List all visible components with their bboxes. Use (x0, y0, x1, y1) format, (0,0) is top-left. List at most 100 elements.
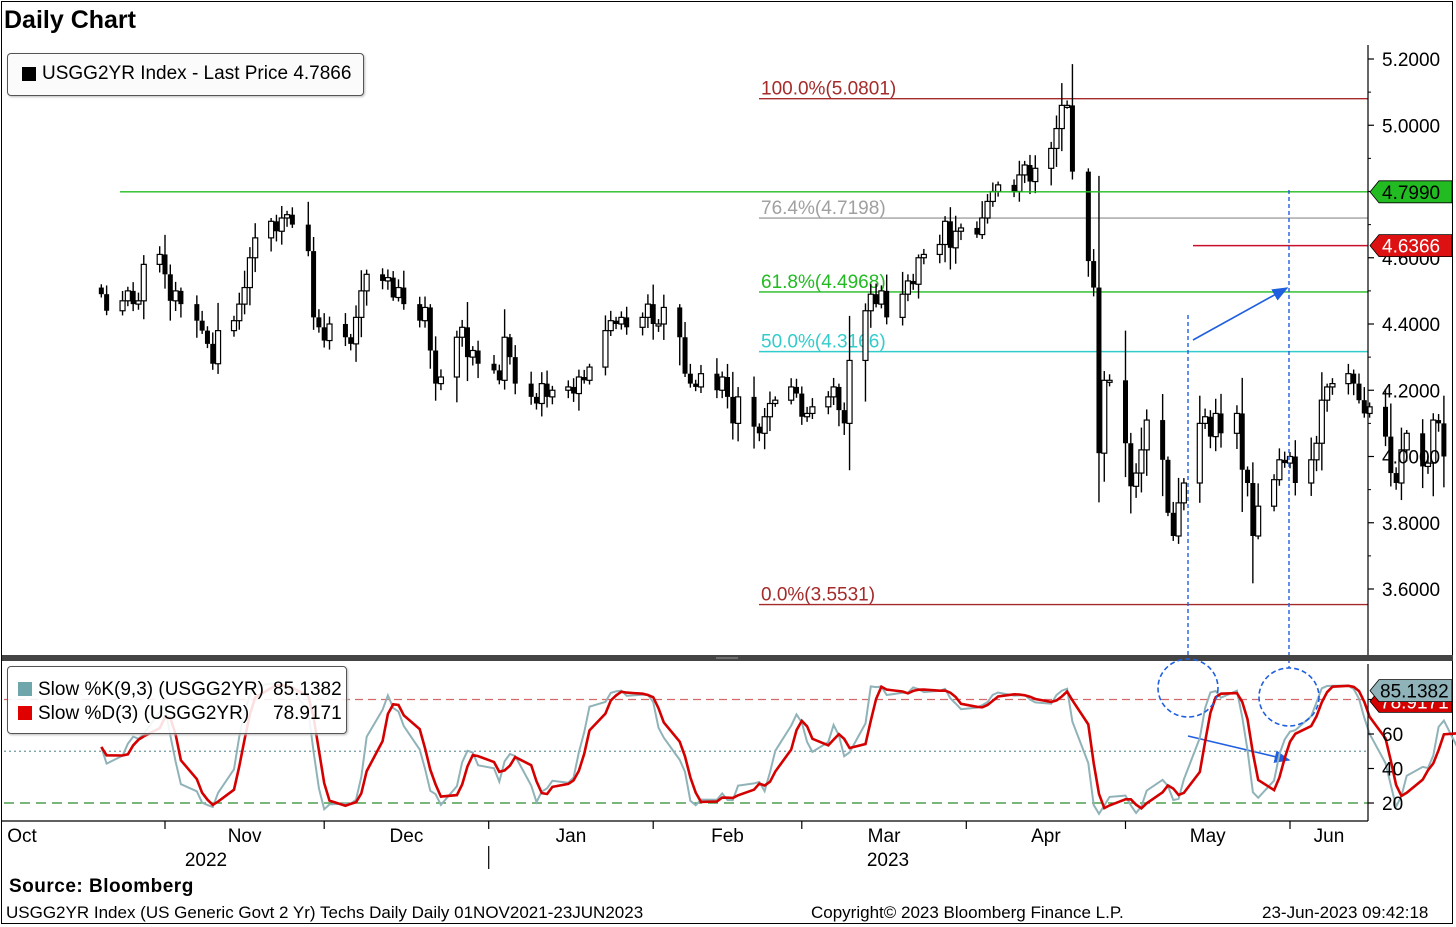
candle-body-up (1180, 482, 1187, 504)
candle-body-up (1021, 164, 1028, 176)
price-tick-label: 4.2000 (1382, 381, 1440, 402)
candle-body-down (693, 383, 699, 387)
candle-body-up (697, 373, 705, 388)
candle-body-down (507, 337, 513, 358)
candle-body-up (1175, 502, 1182, 537)
candle-body-down (491, 363, 497, 371)
candle-body-up (618, 316, 625, 325)
price-tag-box (1369, 180, 1453, 204)
candle-body-up (124, 290, 131, 302)
month-label: Mar (868, 826, 901, 847)
candle-body-up (326, 323, 333, 342)
candle-body-up (172, 290, 179, 302)
slow-d-label: Slow %D(3) (USGG2YR) (38, 703, 250, 724)
oscillator-peak-circle (1258, 667, 1320, 727)
candle-body-up (135, 300, 142, 305)
candle-body-up (437, 376, 445, 385)
candle-body-down (884, 290, 890, 318)
candle-body-up (1106, 379, 1113, 383)
candle-body-down (841, 410, 847, 424)
candle-body-down (401, 287, 407, 305)
candle-body-up (1138, 449, 1145, 474)
candle-body-up (538, 383, 545, 405)
fib-level-label: 100.0%(5.0801) (761, 79, 896, 100)
candle-body-up (1430, 419, 1437, 464)
candle-body-down (682, 337, 688, 374)
candle-body-up (1201, 416, 1209, 424)
candle-body-down (1165, 459, 1171, 513)
candle-body-up (384, 277, 391, 282)
slow-k-legend-row: Slow %K(9,3) (USGG2YR) 85.1382 (18, 679, 342, 701)
candle-body-up (957, 227, 965, 232)
slow-d-swatch (18, 706, 32, 720)
candle-body-up (1345, 373, 1352, 385)
candle-body-up (252, 237, 259, 259)
candle-body-up (1329, 383, 1336, 388)
candle-body-up (549, 389, 556, 398)
price-tick-label: 5.0000 (1382, 116, 1440, 137)
candle-body-down (1085, 171, 1091, 262)
candle-body-down (571, 386, 577, 394)
candle-body-down (1383, 406, 1389, 437)
candle-body-down (1218, 413, 1224, 434)
oscillator-peak-circle (1157, 658, 1219, 718)
candle-body-down (104, 294, 110, 311)
candle-body-down (1282, 459, 1288, 464)
candle-body-down (417, 304, 423, 321)
candle-body-up (1064, 104, 1071, 108)
candle-body-down (496, 370, 502, 381)
candle-body-down (836, 386, 842, 411)
candle-body-down (348, 337, 354, 344)
candle-body-down (1011, 184, 1017, 192)
candle-body-up (1313, 442, 1320, 461)
candle-body-up (1324, 386, 1331, 401)
candle-body-up (941, 220, 949, 246)
candle-body-up (278, 217, 285, 232)
oscillator-value-label: 85.1382 (1380, 682, 1449, 703)
candle-body-down (427, 307, 433, 351)
candle-body-down (624, 317, 630, 328)
candle-body-up (1048, 147, 1055, 169)
candle-body-down (756, 426, 762, 434)
candle-body-up (607, 320, 614, 332)
candle-body-down (289, 214, 295, 225)
candle-body-up (1270, 479, 1278, 507)
candle-body-down (1292, 456, 1298, 483)
price-tick-label: 5.2000 (1382, 50, 1440, 71)
candle-body-up (920, 253, 927, 259)
candle-body-down (273, 221, 279, 232)
oscillator-tick-label: 20 (1382, 794, 1403, 815)
candle-body-up (772, 399, 779, 405)
candle-body-up (846, 359, 853, 424)
price-tick-label: 4.0000 (1382, 448, 1440, 469)
slow-k-value: 85.1382 (273, 679, 342, 700)
candle-body-down (1170, 512, 1176, 536)
candle-body-up (363, 273, 370, 292)
candle-body-down (730, 396, 736, 424)
candle-body-down (793, 386, 799, 394)
candle-body-up (639, 316, 646, 328)
candle-body-up (358, 290, 365, 318)
candle-body-down (194, 304, 200, 321)
candle-body-up (719, 376, 726, 391)
candle-body-up (1212, 412, 1219, 438)
candle-body-down (475, 350, 481, 364)
candle-body-down (204, 330, 210, 344)
candle-body-up (268, 220, 275, 239)
candle-body-up (119, 300, 126, 312)
year-label: 2022 (185, 850, 227, 871)
candle-body-down (974, 227, 980, 235)
rising-price-arrow (1192, 287, 1289, 341)
candle-body-down (1069, 105, 1075, 172)
candle-body-up (565, 386, 572, 391)
candle-body-down (390, 277, 396, 298)
candle-body-down (1027, 165, 1033, 182)
candle-body-up (1424, 462, 1432, 468)
month-label: Jan (556, 826, 587, 847)
fib-level-label: 61.8%(4.4968) (761, 272, 886, 293)
candle-body-down (1091, 261, 1097, 288)
candle-body-down (751, 396, 757, 427)
fib-level-label: 0.0%(3.5531) (761, 585, 875, 606)
